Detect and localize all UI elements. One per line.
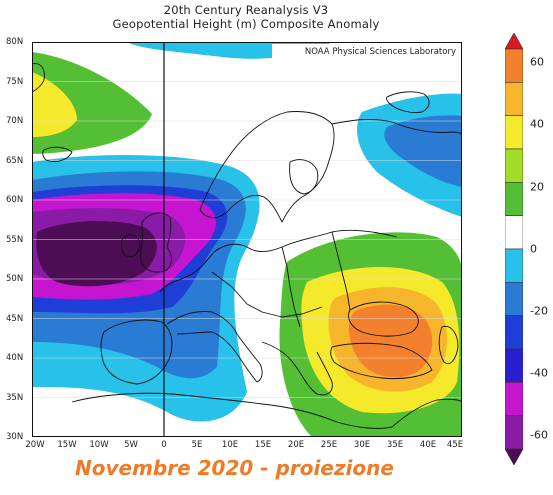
lon-label: 35E: [386, 440, 404, 450]
coastline-north-africa: [71, 392, 393, 429]
coastline-france-italy: [166, 311, 263, 383]
colorbar-segment: [505, 48, 523, 83]
colorbar-segment: [505, 82, 523, 116]
lat-label: 40N: [6, 353, 24, 363]
chart-title: 20th Century Reanalysis V3: [163, 3, 329, 17]
lon-label: 15W: [57, 440, 77, 450]
coastline-britain: [140, 212, 172, 273]
lon-label: 5W: [124, 440, 138, 450]
lon-label: 15E: [254, 440, 272, 450]
colorbar: [505, 33, 523, 465]
colorbar-segment: [505, 115, 523, 150]
anomaly-contour-minus20-northeast: [384, 115, 462, 187]
coastline-greenland: [32, 63, 45, 93]
lon-label: 40E: [419, 440, 437, 450]
lon-label: 20W: [25, 440, 45, 450]
coastline-scandinavia: [199, 111, 335, 223]
colorbar-label: -60: [530, 428, 548, 442]
coastline-novaya-zemlya: [386, 91, 430, 113]
border-central-europe: [211, 271, 323, 318]
colorbar-segment: [505, 182, 523, 216]
colorbar-segment: [505, 248, 523, 283]
credit-label: NOAA Physical Sciences Laboratory: [305, 47, 456, 57]
lat-label: 35N: [6, 393, 24, 403]
coastline-black-sea: [348, 301, 419, 337]
colorbar-segment: [505, 315, 523, 350]
coastline-balkans: [261, 341, 333, 396]
lon-label: 25E: [320, 440, 338, 450]
colorbar-label: -20: [530, 304, 548, 318]
anomaly-contour-minus60-west: [36, 220, 157, 287]
lat-label: 60N: [6, 195, 24, 205]
colorbar-segment: [505, 348, 523, 383]
lon-label: 30E: [353, 440, 371, 450]
border-russia: [331, 231, 351, 311]
colorbar-label: 60: [530, 55, 544, 69]
lon-label: 0: [161, 440, 167, 450]
lon-label: 5E: [191, 440, 203, 450]
footer-caption: Novembre 2020 - proiezione: [75, 456, 394, 480]
lat-label: 30N: [6, 432, 24, 442]
colorbar-segment: [505, 148, 523, 183]
coastline-iberia: [100, 319, 173, 385]
lon-label: 20E: [287, 440, 305, 450]
lat-label: 65N: [6, 156, 24, 166]
lat-label: 80N: [6, 37, 24, 47]
coastline-iceland: [42, 146, 73, 163]
colorbar-label: 20: [530, 180, 544, 194]
colorbar-label: -40: [530, 366, 548, 380]
colorbar-segment: [505, 33, 523, 50]
coastline-east-med: [391, 398, 462, 428]
lon-label: 45E: [446, 440, 464, 450]
colorbar-label: 0: [530, 242, 537, 256]
colorbar-label: 40: [530, 117, 544, 131]
coastline-russia-north: [331, 118, 462, 137]
lat-label: 50N: [6, 274, 24, 284]
colorbar-segment: [505, 215, 523, 250]
colorbar-segment: [505, 282, 523, 316]
coastline-turkey: [330, 342, 433, 380]
lon-label: 10E: [221, 440, 239, 450]
colorbar-segment: [505, 382, 523, 416]
anomaly-contour-plus40-southeast: [348, 304, 433, 378]
colorbar-segment: [505, 415, 523, 450]
border-eastern-europe: [281, 246, 301, 328]
anomaly-map: NOAA Physical Sciences Laboratory: [32, 42, 462, 437]
lat-label: 55N: [6, 235, 24, 245]
chart-subtitle: Geopotential Height (m) Composite Anomal…: [112, 17, 380, 31]
coastline-ireland: [120, 234, 141, 258]
lat-label: 70N: [6, 116, 24, 126]
lat-label: 45N: [6, 314, 24, 324]
lat-label: 75N: [6, 77, 24, 87]
colorbar-segment: [505, 448, 523, 465]
coastline-finland: [289, 159, 319, 195]
coastline-caspian: [438, 325, 459, 365]
lon-label: 10W: [89, 440, 109, 450]
